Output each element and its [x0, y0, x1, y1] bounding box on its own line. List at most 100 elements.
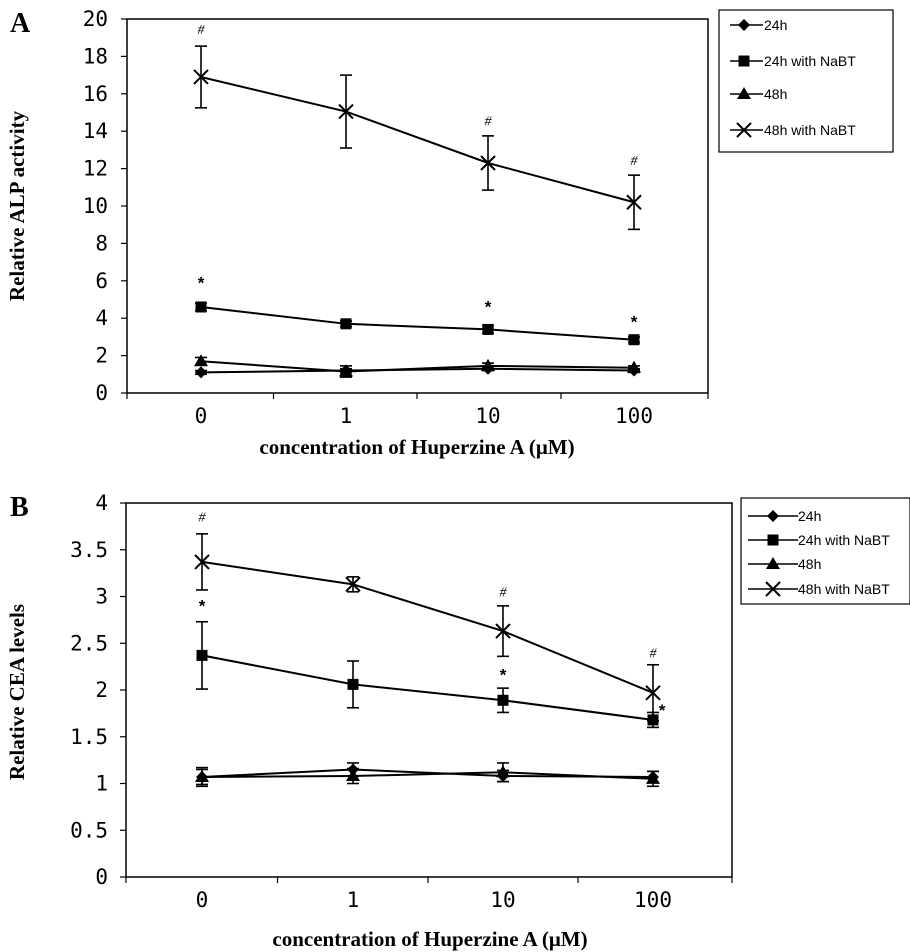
- series-24h-with-nabt: [195, 301, 640, 346]
- series-48h: [195, 762, 660, 788]
- y-tick-label: 14: [83, 119, 108, 143]
- legend-item: 24h: [748, 508, 821, 524]
- significance-mark: *: [199, 596, 206, 615]
- legend-item: 48h with NaBT: [748, 581, 890, 597]
- legend-label: 48h: [798, 556, 821, 572]
- significance-mark: #: [485, 115, 493, 130]
- y-tick-label: 10: [83, 194, 108, 218]
- legend-item: 48h with NaBT: [730, 122, 856, 138]
- data-point: [345, 576, 361, 593]
- legend-marker: [736, 122, 752, 138]
- y-tick-label: 6: [95, 269, 108, 293]
- y-tick-label: 0: [95, 381, 108, 405]
- y-tick-label: 20: [83, 7, 108, 31]
- series-line: [200, 75, 635, 204]
- significance-mark: *: [485, 298, 492, 317]
- data-point: [480, 155, 496, 171]
- plot-frame: [125, 502, 733, 878]
- y-axis: 0 0.5 1 1.5 2 2.5 3 3.5 4: [70, 491, 126, 889]
- series-line: [200, 305, 635, 341]
- panel-label: A: [10, 8, 31, 39]
- legend-item: 24h: [730, 17, 787, 33]
- x-axis-title: concentration of Huperzine A (μM): [259, 435, 574, 459]
- data-point: [193, 69, 209, 85]
- data-point: [195, 366, 207, 379]
- legend-label: 48h with NaBT: [798, 581, 890, 597]
- data-point: [627, 360, 641, 373]
- significance-mark: *: [631, 313, 638, 332]
- legend-marker: [737, 87, 751, 99]
- data-point: [496, 765, 510, 778]
- series-line: [201, 654, 654, 721]
- y-tick-label: 1.5: [70, 725, 108, 749]
- data-point: [195, 769, 209, 782]
- legend-label: 24h: [798, 508, 821, 524]
- series-line: [201, 771, 654, 780]
- data-point: [495, 623, 511, 639]
- y-tick-label: 8: [95, 231, 108, 255]
- data-point: [497, 694, 509, 706]
- y-axis: 0 2 4 6 8 10 12 14 16 18 20: [83, 7, 127, 405]
- y-tick-label: 0: [95, 865, 108, 889]
- chart-panel-a: A 0 2 4 6 8 10 12 14 16 18 20 0 1 10 100 concentration o…: [5, 7, 894, 459]
- x-axis: 0 1 10 100: [125, 877, 733, 912]
- significance-mark: #: [631, 154, 639, 169]
- significance-mark: *: [198, 273, 205, 292]
- legend-label: 24h with NaBT: [798, 532, 890, 548]
- y-tick-label: 0.5: [70, 818, 108, 842]
- series-line: [200, 360, 635, 373]
- data-point: [338, 103, 354, 120]
- series-48h-with-nabt: [193, 45, 642, 231]
- legend-item: 24h with NaBT: [748, 532, 890, 548]
- y-tick-label: 2.5: [70, 631, 108, 655]
- legend-marker: [766, 557, 780, 569]
- legend-marker: [738, 55, 750, 67]
- series-48h-with-nabt: [194, 533, 661, 722]
- x-tick-label: 0: [196, 888, 209, 912]
- data-point: [194, 354, 208, 367]
- legend-box: [718, 9, 894, 153]
- significance-mark: #: [199, 511, 207, 526]
- data-point: [196, 649, 208, 661]
- plot-frame: [126, 18, 709, 394]
- legend-item: 48h: [730, 86, 787, 102]
- legend-marker: [765, 581, 781, 597]
- x-tick-label: 1: [340, 404, 353, 428]
- legend-label: 48h: [764, 86, 787, 102]
- significance-mark: #: [500, 586, 508, 601]
- y-tick-label: 3.5: [70, 538, 108, 562]
- y-tick-label: 4: [95, 306, 108, 330]
- data-point: [340, 318, 352, 330]
- data-point: [347, 678, 359, 690]
- x-tick-label: 100: [634, 888, 672, 912]
- significance-mark: *: [659, 701, 666, 720]
- data-point: [195, 301, 207, 313]
- panel-label: B: [10, 492, 29, 523]
- legend-label: 24h with NaBT: [764, 53, 856, 69]
- data-point: [628, 334, 640, 346]
- legend-marker: [738, 19, 750, 31]
- y-tick-label: 3: [95, 585, 108, 609]
- data-point: [482, 323, 494, 335]
- data-point: [346, 769, 360, 782]
- significance-mark: #: [198, 23, 206, 38]
- data-point: [646, 771, 660, 784]
- significance-mark: #: [650, 646, 658, 661]
- x-tick-label: 100: [615, 404, 653, 428]
- x-tick-label: 10: [490, 888, 515, 912]
- x-tick-label: 10: [475, 404, 500, 428]
- x-axis-title: concentration of Huperzine A (μM): [272, 927, 587, 951]
- data-point: [481, 358, 495, 371]
- y-axis-title: Relative ALP activity: [5, 110, 29, 301]
- legend-label: 48h with NaBT: [764, 122, 856, 138]
- legend-marker: [767, 510, 779, 522]
- legend-item: 24h with NaBT: [730, 53, 856, 69]
- legend: 24h 24h with NaBT 48h 48h with NaBT: [718, 9, 894, 153]
- y-tick-label: 4: [95, 491, 108, 515]
- y-tick-label: 12: [83, 157, 108, 181]
- y-tick-label: 1: [95, 772, 108, 796]
- legend-marker: [767, 534, 779, 546]
- series-line: [201, 560, 654, 694]
- legend-item: 48h: [748, 556, 821, 572]
